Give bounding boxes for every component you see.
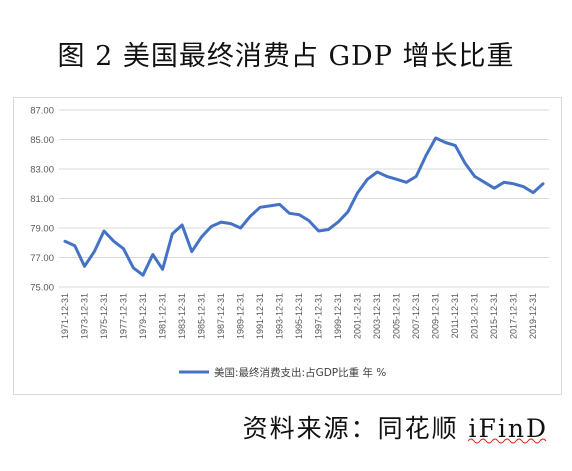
y-tick-label: 85.00 xyxy=(30,135,54,146)
x-tick-label: 1971-12-31 xyxy=(60,293,70,339)
x-tick-label: 1975-12-31 xyxy=(99,293,109,339)
source-note: 资料来源：同花顺 iFinD xyxy=(242,414,548,443)
x-tick-label: 1981-12-31 xyxy=(158,293,168,339)
x-tick-label: 2013-12-31 xyxy=(470,293,480,339)
x-tick-label: 1989-12-31 xyxy=(236,293,246,339)
y-tick-label: 75.00 xyxy=(30,283,54,294)
x-tick-label: 2005-12-31 xyxy=(392,293,402,339)
y-tick-label: 77.00 xyxy=(30,253,54,264)
line-chart: 75.00 77.00 79.00 81.00 83.00 85.00 87.00 1971-… xyxy=(30,106,549,379)
x-tick-label: 2011-12-31 xyxy=(450,293,460,338)
chart-container: 75.00 77.00 79.00 81.00 83.00 85.00 87.00 1971-… xyxy=(13,97,562,395)
x-tick-label: 1997-12-31 xyxy=(314,293,324,339)
x-tick-label: 1991-12-31 xyxy=(255,293,265,339)
x-tick-label: 1973-12-31 xyxy=(80,293,90,339)
x-tick-label: 1993-12-31 xyxy=(275,293,285,339)
series-line xyxy=(63,136,545,277)
y-tick-label: 81.00 xyxy=(30,194,54,205)
x-tick-label: 1985-12-31 xyxy=(197,293,207,339)
legend-label: 美国:最终消费支出:占GDP比重 年 % xyxy=(214,366,386,379)
x-tick-label: 1983-12-31 xyxy=(177,293,187,339)
x-tick-label: 2001-12-31 xyxy=(353,293,363,339)
x-tick-label: 2007-12-31 xyxy=(411,293,421,339)
x-tick-label: 2019-12-31 xyxy=(528,293,538,339)
x-tick-label: 2015-12-31 xyxy=(489,293,499,339)
x-tick-label: 1977-12-31 xyxy=(119,293,129,339)
x-tick-label: 2003-12-31 xyxy=(372,293,382,339)
y-tick-label: 87.00 xyxy=(30,106,54,117)
figure-title: 图 2 美国最终消费占 GDP 增长比重 xyxy=(57,41,515,72)
y-tick-label: 79.00 xyxy=(30,224,54,235)
x-tick-label: 1979-12-31 xyxy=(138,293,148,339)
spellcheck-underline xyxy=(468,438,547,444)
y-tick-label: 83.00 xyxy=(30,165,54,176)
x-tick-label: 2017-12-31 xyxy=(509,293,519,339)
x-tick-label: 1987-12-31 xyxy=(216,293,226,339)
x-tick-label: 2009-12-31 xyxy=(431,293,441,339)
x-tick-label: 1999-12-31 xyxy=(333,293,343,339)
x-tick-label: 1995-12-31 xyxy=(294,293,304,339)
